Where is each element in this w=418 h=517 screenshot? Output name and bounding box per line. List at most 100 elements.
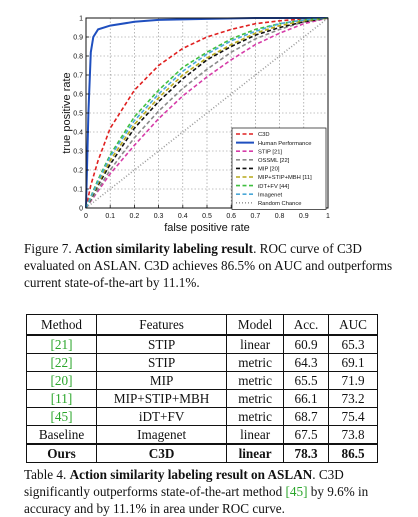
- cell-acc: 65.5: [283, 371, 330, 390]
- legend-label: MIP+STIP+MBH [11]: [258, 175, 312, 181]
- legend-label: OSSML [22]: [258, 158, 290, 164]
- legend-label: MIP [20]: [258, 167, 280, 173]
- cell-acc: 60.9: [283, 334, 330, 354]
- cell-method[interactable]: [11]: [25, 389, 98, 408]
- y-tick-label: 0.9: [73, 35, 83, 42]
- legend-label: C3D: [258, 132, 270, 138]
- x-tick-label: 0.8: [275, 213, 285, 220]
- series-line: [85, 17, 329, 209]
- y-tick-label: 0.4: [73, 130, 83, 137]
- x-tick-label: 0.3: [154, 213, 164, 220]
- cell-acc: 78.3: [283, 443, 330, 463]
- cell-auc: 86.5: [328, 443, 378, 463]
- cell-model: metric: [226, 353, 285, 372]
- col-auc: AUC: [328, 314, 378, 336]
- x-tick-label: 1: [326, 213, 330, 220]
- results-table: Method Features Model Acc. AUC [21] STIP l…: [25, 314, 378, 463]
- figure-title: Action similarity labeling result: [74, 241, 254, 256]
- y-tick-label: 0.8: [73, 54, 83, 61]
- legend-label: Imagenet: [258, 192, 283, 198]
- table-title: Action similarity labeling result on ASL…: [69, 467, 313, 482]
- chart-ticks: 0 0.1 0.2 0.3 0.4 0.5 0.6 0.7 0.8 0.9 1 0 0.1 0.2 0.3 0…: [73, 16, 330, 221]
- cell-features: STIP: [96, 334, 228, 354]
- series-line: [85, 17, 329, 209]
- x-tick-label: 0.7: [251, 213, 261, 220]
- table-label: Table 4.: [24, 467, 67, 482]
- y-tick-label: 0.5: [73, 111, 83, 118]
- figure-caption: Figure 7. Action similarity labeling res…: [24, 240, 400, 291]
- figure-text: . ROC curve of C3D evaluated on ASLAN. C…: [24, 241, 393, 290]
- roc-chart: 0 0.1 0.2 0.3 0.4 0.5 0.6 0.7 0.8 0.9 1 0 0.1 0.2 0.3 0…: [61, 16, 330, 235]
- table-row: [45] iDT+FV metric 68.7 75.4: [25, 407, 378, 426]
- x-tick-label: 0.5: [202, 213, 212, 220]
- cell-features: C3D: [96, 443, 228, 463]
- y-tick-label: 0.2: [73, 168, 83, 175]
- y-tick-label: 0.3: [73, 149, 83, 156]
- cell-acc: 67.5: [283, 425, 330, 445]
- legend-label: Random Chance: [258, 201, 302, 207]
- cell-features: Imagenet: [96, 425, 228, 445]
- table-text-a: . C3D significantly outperforms state-of…: [24, 467, 344, 499]
- table-caption: Table 4. Action similarity labeling resu…: [24, 466, 400, 517]
- cell-method[interactable]: [45]: [25, 407, 98, 426]
- x-tick-label: 0.4: [178, 213, 188, 220]
- x-tick-label: 0.1: [105, 213, 115, 220]
- series-line: [85, 17, 329, 209]
- cell-method[interactable]: [20]: [25, 371, 98, 390]
- y-axis-label: true positive rate: [61, 72, 73, 153]
- legend-box: [231, 127, 327, 210]
- cell-model: linear: [226, 443, 285, 463]
- cell-features: STIP: [96, 353, 228, 372]
- x-tick-label: 0: [84, 213, 88, 220]
- cell-auc: 73.2: [328, 389, 378, 408]
- x-tick-label: 0.9: [299, 213, 309, 220]
- series-line: [85, 17, 329, 209]
- cell-auc: 69.1: [328, 353, 378, 372]
- cell-method[interactable]: [21]: [25, 334, 98, 354]
- cell-auc: 73.8: [328, 425, 378, 445]
- cell-features: MIP+STIP+MBH: [96, 389, 228, 408]
- y-tick-label: 0.1: [73, 187, 83, 194]
- cell-model: metric: [226, 389, 285, 408]
- series-line: [85, 17, 329, 209]
- y-tick-label: 0.7: [73, 73, 83, 80]
- cell-method[interactable]: [22]: [25, 353, 98, 372]
- chart-curves: [85, 17, 329, 209]
- series-line: [85, 17, 329, 209]
- table-row-ours: Ours C3D linear 78.3 86.5: [25, 443, 378, 463]
- cell-features: MIP: [96, 371, 228, 390]
- legend-label: Human Performance: [258, 141, 311, 147]
- table-header-row: Method Features Model Acc. AUC: [25, 314, 378, 336]
- table-row: [22] STIP metric 64.3 69.1: [25, 353, 378, 372]
- series-line: [85, 17, 329, 209]
- y-tick-label: 0: [79, 206, 83, 213]
- cell-auc: 75.4: [328, 407, 378, 426]
- cell-model: metric: [226, 371, 285, 390]
- series-line: [85, 17, 329, 209]
- cell-model: linear: [226, 334, 285, 354]
- cell-method: Baseline: [25, 425, 98, 445]
- legend-label: STIP [21]: [258, 149, 282, 155]
- cell-auc: 65.3: [328, 334, 378, 354]
- y-tick-label: 1: [79, 16, 83, 23]
- cell-model: linear: [226, 425, 285, 445]
- cell-acc: 66.1: [283, 389, 330, 408]
- col-model: Model: [226, 314, 285, 336]
- x-axis-label: false positive rate: [164, 222, 250, 234]
- chart-legend: C3D Human Performance STIP [21] OSSML [22] M…: [231, 127, 327, 210]
- series-line: [85, 17, 328, 209]
- cell-model: metric: [226, 407, 285, 426]
- cell-auc: 71.9: [328, 371, 378, 390]
- table-row: [20] MIP metric 65.5 71.9: [25, 371, 378, 390]
- x-tick-label: 0.6: [226, 213, 236, 220]
- cell-features: iDT+FV: [96, 407, 228, 426]
- cell-acc: 64.3: [283, 353, 330, 372]
- table-caption-ref[interactable]: [45]: [285, 484, 308, 499]
- col-acc: Acc.: [283, 314, 330, 336]
- x-tick-label: 0.2: [130, 213, 140, 220]
- legend-label: iDT+FV [44]: [258, 184, 289, 190]
- table-row: [21] STIP linear 60.9 65.3: [25, 334, 378, 354]
- col-features: Features: [96, 314, 228, 336]
- col-method: Method: [25, 314, 98, 336]
- table-row: [11] MIP+STIP+MBH metric 66.1 73.2: [25, 389, 378, 408]
